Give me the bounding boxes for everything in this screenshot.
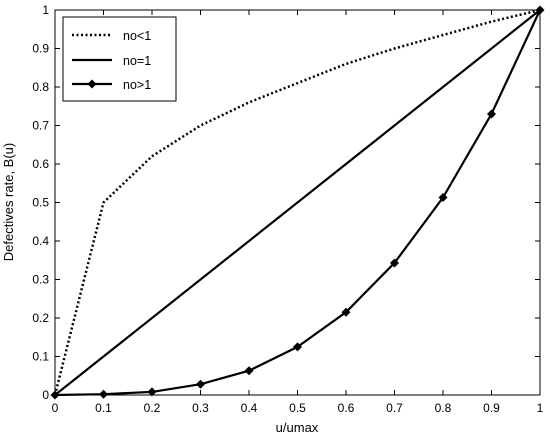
legend-label-no-lt-1: no<1 <box>123 29 151 43</box>
legend-label-no-eq-1: no=1 <box>123 54 151 68</box>
y-tick-label: 1 <box>42 3 49 17</box>
x-tick-label: 0.2 <box>144 401 161 415</box>
x-axis-label: u/umax <box>276 420 319 435</box>
data-point-no-gt-1 <box>438 192 448 202</box>
data-point-no-gt-1 <box>293 342 302 352</box>
legend: no<1 no=1 no>1 <box>62 16 177 102</box>
y-tick-label: 0 <box>42 388 49 402</box>
y-tick-label: 0.9 <box>32 42 49 56</box>
y-tick-label: 0.4 <box>32 234 49 248</box>
y-tick-label: 0.1 <box>32 350 49 364</box>
x-tick-label: 0.8 <box>435 401 452 415</box>
legend-label-no-gt-1: no>1 <box>123 78 151 92</box>
data-point-no-gt-1 <box>341 307 351 317</box>
y-tick-label: 0.3 <box>32 273 49 287</box>
series-line-no-lt-1 <box>53 8 541 396</box>
y-tick-label: 0.7 <box>32 119 49 133</box>
x-axis-ticks: 0 0.1 0.2 0.3 0.4 0.5 0.6 0.7 0.8 0.9 1 <box>52 10 544 415</box>
data-point-no-gt-1 <box>487 109 496 119</box>
y-tick-label: 0.6 <box>32 157 49 171</box>
x-tick-label: 0.4 <box>241 401 258 415</box>
data-point-no-gt-1 <box>390 258 399 268</box>
y-axis-ticks: 0 0.1 0.2 0.3 0.4 0.5 0.6 0.7 0.8 0.9 1 <box>32 3 540 402</box>
legend-marker-no-gt-1 <box>87 79 97 89</box>
y-axis-label: Defectives rate, B(u) <box>1 143 16 262</box>
x-tick-label: 1 <box>537 401 544 415</box>
x-tick-label: 0.1 <box>95 401 112 415</box>
x-tick-label: 0 <box>52 401 59 415</box>
y-tick-label: 0.5 <box>32 196 49 210</box>
series-line-no-eq-1 <box>54 9 541 396</box>
x-tick-label: 0.7 <box>386 401 403 415</box>
x-tick-label: 0.3 <box>192 401 209 415</box>
x-tick-label: 0.5 <box>289 401 306 415</box>
y-tick-label: 0.2 <box>32 311 49 325</box>
x-tick-label: 0.9 <box>483 401 500 415</box>
data-point-no-gt-1 <box>196 379 205 389</box>
data-point-no-gt-1 <box>244 366 254 376</box>
x-tick-label: 0.6 <box>338 401 355 415</box>
y-tick-label: 0.8 <box>32 80 49 94</box>
